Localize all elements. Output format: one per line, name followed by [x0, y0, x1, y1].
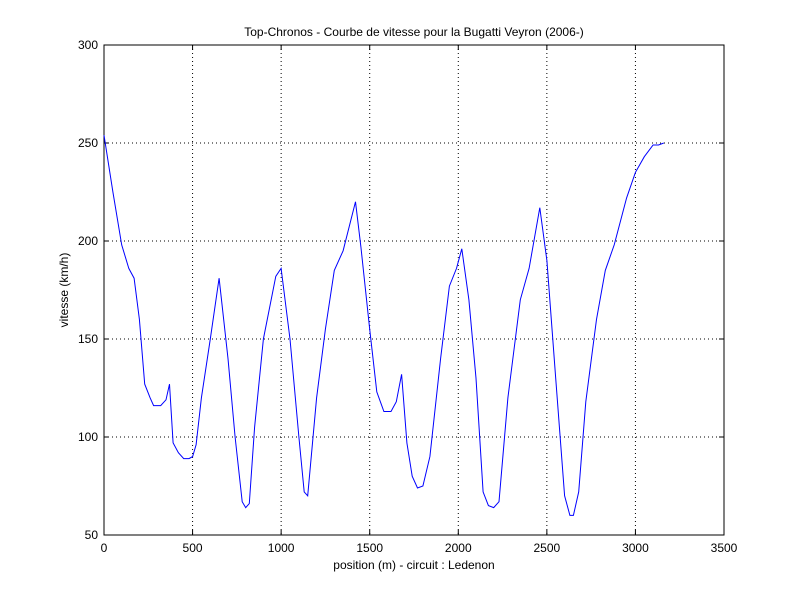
x-tick-label: 500	[183, 541, 203, 555]
x-tick-label: 2500	[534, 541, 561, 555]
x-tick-label: 3500	[711, 541, 738, 555]
chart-title: Top-Chronos - Courbe de vitesse pour la …	[244, 25, 584, 39]
series	[103, 135, 664, 516]
y-tick-label: 200	[78, 234, 98, 248]
y-tick-label: 100	[78, 430, 98, 444]
y-axis-label: vitesse (km/h)	[57, 253, 71, 328]
x-axis-label: position (m) - circuit : Ledenon	[333, 558, 494, 572]
x-tick-label: 1000	[268, 541, 295, 555]
speed-series-line	[103, 135, 664, 516]
x-tick-label: 0	[101, 541, 108, 555]
plot-frame	[103, 44, 725, 536]
y-tick-label: 250	[78, 136, 98, 150]
y-tick-label: 150	[78, 332, 98, 346]
y-tick-label: 300	[78, 38, 98, 52]
x-tick-label: 3000	[622, 541, 649, 555]
y-tick-label: 50	[85, 528, 99, 542]
x-tick-label: 2000	[445, 541, 472, 555]
ticks: 0 500 1000 1500 2000 2500 3000 3500 50 100 150 200 2…	[78, 38, 738, 555]
grid	[104, 45, 724, 535]
x-tick-label: 1500	[356, 541, 383, 555]
